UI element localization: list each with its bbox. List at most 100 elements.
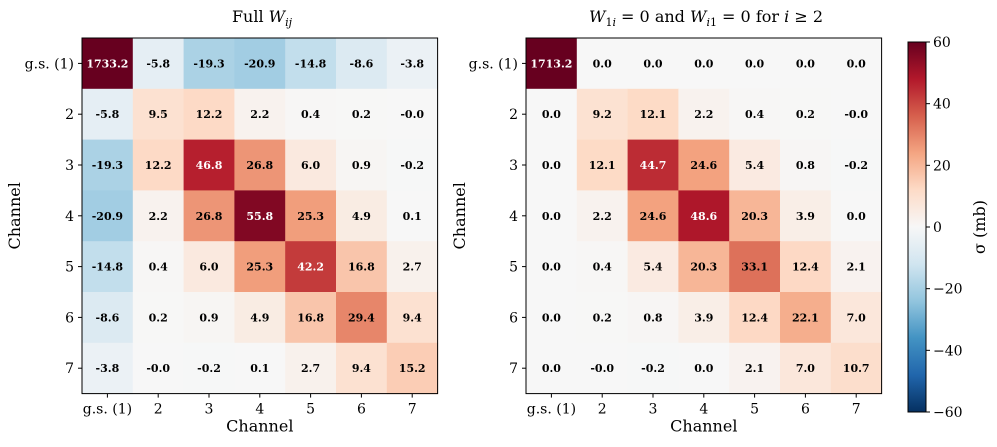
cell-label-p2-r3-c6: 0.8 <box>796 159 815 172</box>
colorbar-tick-label: −40 <box>933 343 963 359</box>
heatmap-cell-p1-r3-c4 <box>234 139 286 191</box>
heatmap-cell-p2-r3-c5 <box>729 139 781 191</box>
heatmap-cell-p1-r3-c3 <box>183 139 235 191</box>
cell-label-p1-r2-c3: 12.2 <box>196 108 223 121</box>
heatmap-cell-p1-r1-c1 <box>82 38 134 90</box>
cell-label-p2-r4-c2: 2.2 <box>593 210 612 223</box>
x-tick-label: 4 <box>255 402 264 418</box>
heatmap-cell-p1-r7-c6 <box>336 342 388 395</box>
colorbar-tick-label: 40 <box>933 97 951 113</box>
heatmap-cell-p1-r3-c2 <box>132 139 185 191</box>
x-axis-label: Channel <box>670 417 737 436</box>
cell-label-p2-r1-c2: 0.0 <box>593 57 612 70</box>
cell-label-p2-r6-c7: 7.0 <box>847 311 866 324</box>
heatmap-cell-p1-r6-c1 <box>82 292 134 344</box>
y-tick-label: 7 <box>65 361 74 377</box>
y-axis-label: Channel <box>5 182 24 249</box>
cell-label-p2-r7-c4: 0.0 <box>694 362 713 375</box>
cell-label-p1-r6-c1: -8.6 <box>96 311 120 324</box>
heatmap-cell-p1-r2-c4 <box>234 88 286 141</box>
heatmap-cell-p1-r1-c3 <box>183 38 235 90</box>
cell-label-p2-r6-c1: 0.0 <box>542 311 561 324</box>
heatmap-cell-p1-r5-c1 <box>82 241 134 293</box>
heatmap-cell-p1-r5-c4 <box>234 241 286 293</box>
x-tick-label: g.s. (1) <box>527 402 576 418</box>
heatmap-cell-p1-r2-c6 <box>336 88 388 141</box>
heatmap-cell-p2-r3-c6 <box>780 139 832 191</box>
heatmap-cell-p1-r7-c4 <box>234 342 286 395</box>
cell-label-p1-r1-c3: -19.3 <box>193 57 224 70</box>
heatmap-cell-p2-r5-c5 <box>729 241 781 293</box>
cell-label-p1-r3-c6: 0.9 <box>352 159 371 172</box>
cell-label-p2-r7-c6: 7.0 <box>796 362 815 375</box>
cell-label-p2-r4-c4: 48.6 <box>690 210 717 223</box>
cell-label-p2-r5-c5: 33.1 <box>741 261 768 274</box>
heatmap-cell-p1-r4-c6 <box>336 190 388 242</box>
heatmap-cell-p2-r4-c7 <box>830 190 883 242</box>
cell-label-p2-r6-c5: 12.4 <box>741 311 768 324</box>
cell-label-p2-r4-c3: 24.6 <box>640 210 667 223</box>
y-axis-label: Channel <box>450 182 469 249</box>
cell-label-p1-r5-c3: 6.0 <box>199 261 218 274</box>
heatmap-cell-p2-r1-c6 <box>780 38 832 90</box>
heatmap-cell-p2-r7-c2 <box>576 342 629 395</box>
cell-label-p1-r6-c3: 0.9 <box>199 311 218 324</box>
heatmap-cell-p1-r7-c2 <box>132 342 185 395</box>
cell-label-p2-r1-c7: 0.0 <box>847 57 866 70</box>
heatmap-cell-p2-r3-c1 <box>526 139 578 191</box>
heatmap-cell-p1-r2-c7 <box>386 88 439 141</box>
heatmap-cell-p2-r7-c1 <box>526 342 578 395</box>
heatmap-cell-p1-r1-c6 <box>336 38 388 90</box>
heatmap-cell-p2-r5-c4 <box>678 241 730 293</box>
y-tick-label: 4 <box>509 209 518 225</box>
cell-label-p2-r5-c3: 5.4 <box>643 261 662 274</box>
heatmap-panel-2: 1713.2 0.0 0.0 0.0 0.0 0.0 0.0 0.0 9.2 12.1 2.2 0.4… <box>450 37 883 436</box>
cell-label-p1-r3-c4: 26.8 <box>246 159 273 172</box>
heatmap-cell-p2-r6-c7 <box>830 292 883 344</box>
cell-label-p2-r3-c5: 5.4 <box>745 159 764 172</box>
cell-label-p2-r4-c1: 0.0 <box>542 210 561 223</box>
y-tick-label: 3 <box>509 158 518 174</box>
heatmap-cell-p2-r4-c4 <box>678 190 730 242</box>
colorbar-tick-label: −60 <box>933 405 963 421</box>
x-axis-label: Channel <box>226 417 293 436</box>
heatmap-cell-p1-r3-c5 <box>285 139 337 191</box>
y-tick-label: 5 <box>65 260 74 276</box>
colorbar-gradient <box>907 41 927 413</box>
cell-label-p2-r6-c2: 0.2 <box>593 311 612 324</box>
cell-label-p2-r2-c5: 0.4 <box>745 108 764 121</box>
cell-label-p1-r6-c4: 4.9 <box>250 311 269 324</box>
cell-label-p1-r1-c2: -5.8 <box>146 57 170 70</box>
x-tick-label: 7 <box>852 402 861 418</box>
heatmap-cell-p1-r3-c6 <box>336 139 388 191</box>
cell-label-p2-r2-c1: 0.0 <box>542 108 561 121</box>
cell-label-p1-r3-c5: 6.0 <box>301 159 320 172</box>
cell-label-p1-r1-c1: 1733.2 <box>86 57 128 70</box>
x-tick-label: 4 <box>699 402 708 418</box>
heatmap-cell-p1-r1-c7 <box>386 38 439 90</box>
heatmap-cell-p2-r4-c6 <box>780 190 832 242</box>
heatmap-cell-p1-r7-c3 <box>183 342 235 395</box>
heatmap-cell-p1-r1-c4 <box>234 38 286 90</box>
heatmap-cell-p2-r1-c7 <box>830 38 883 90</box>
heatmap-cell-p2-r5-c6 <box>780 241 832 293</box>
heatmap-cell-p1-r4-c1 <box>82 190 134 242</box>
cell-label-p1-r7-c4: 0.1 <box>250 362 269 375</box>
heatmap-cell-p2-r6-c5 <box>729 292 781 344</box>
x-tick-label: 2 <box>154 402 163 418</box>
heatmap-cell-p1-r6-c6 <box>336 292 388 344</box>
heatmap-cell-p1-r6-c4 <box>234 292 286 344</box>
cell-label-p1-r4-c7: 0.1 <box>403 210 422 223</box>
panel-2-title: W1i = 0 and Wi1 = 0 for i ≥ 2 <box>589 7 823 29</box>
cell-label-p2-r3-c2: 12.1 <box>589 159 616 172</box>
cell-label-p2-r5-c7: 2.1 <box>847 261 866 274</box>
heatmap-cell-p2-r7-c6 <box>780 342 832 395</box>
colorbar-tick-label: 60 <box>933 35 951 51</box>
cell-label-p2-r7-c1: 0.0 <box>542 362 561 375</box>
cell-label-p1-r4-c5: 25.3 <box>297 210 324 223</box>
cell-label-p2-r3-c1: 0.0 <box>542 159 561 172</box>
heatmap-cell-p1-r6-c2 <box>132 292 185 344</box>
cell-label-p2-r5-c6: 12.4 <box>792 261 819 274</box>
y-tick-label: g.s. (1) <box>469 56 518 72</box>
x-tick-label: g.s. (1) <box>83 402 132 418</box>
